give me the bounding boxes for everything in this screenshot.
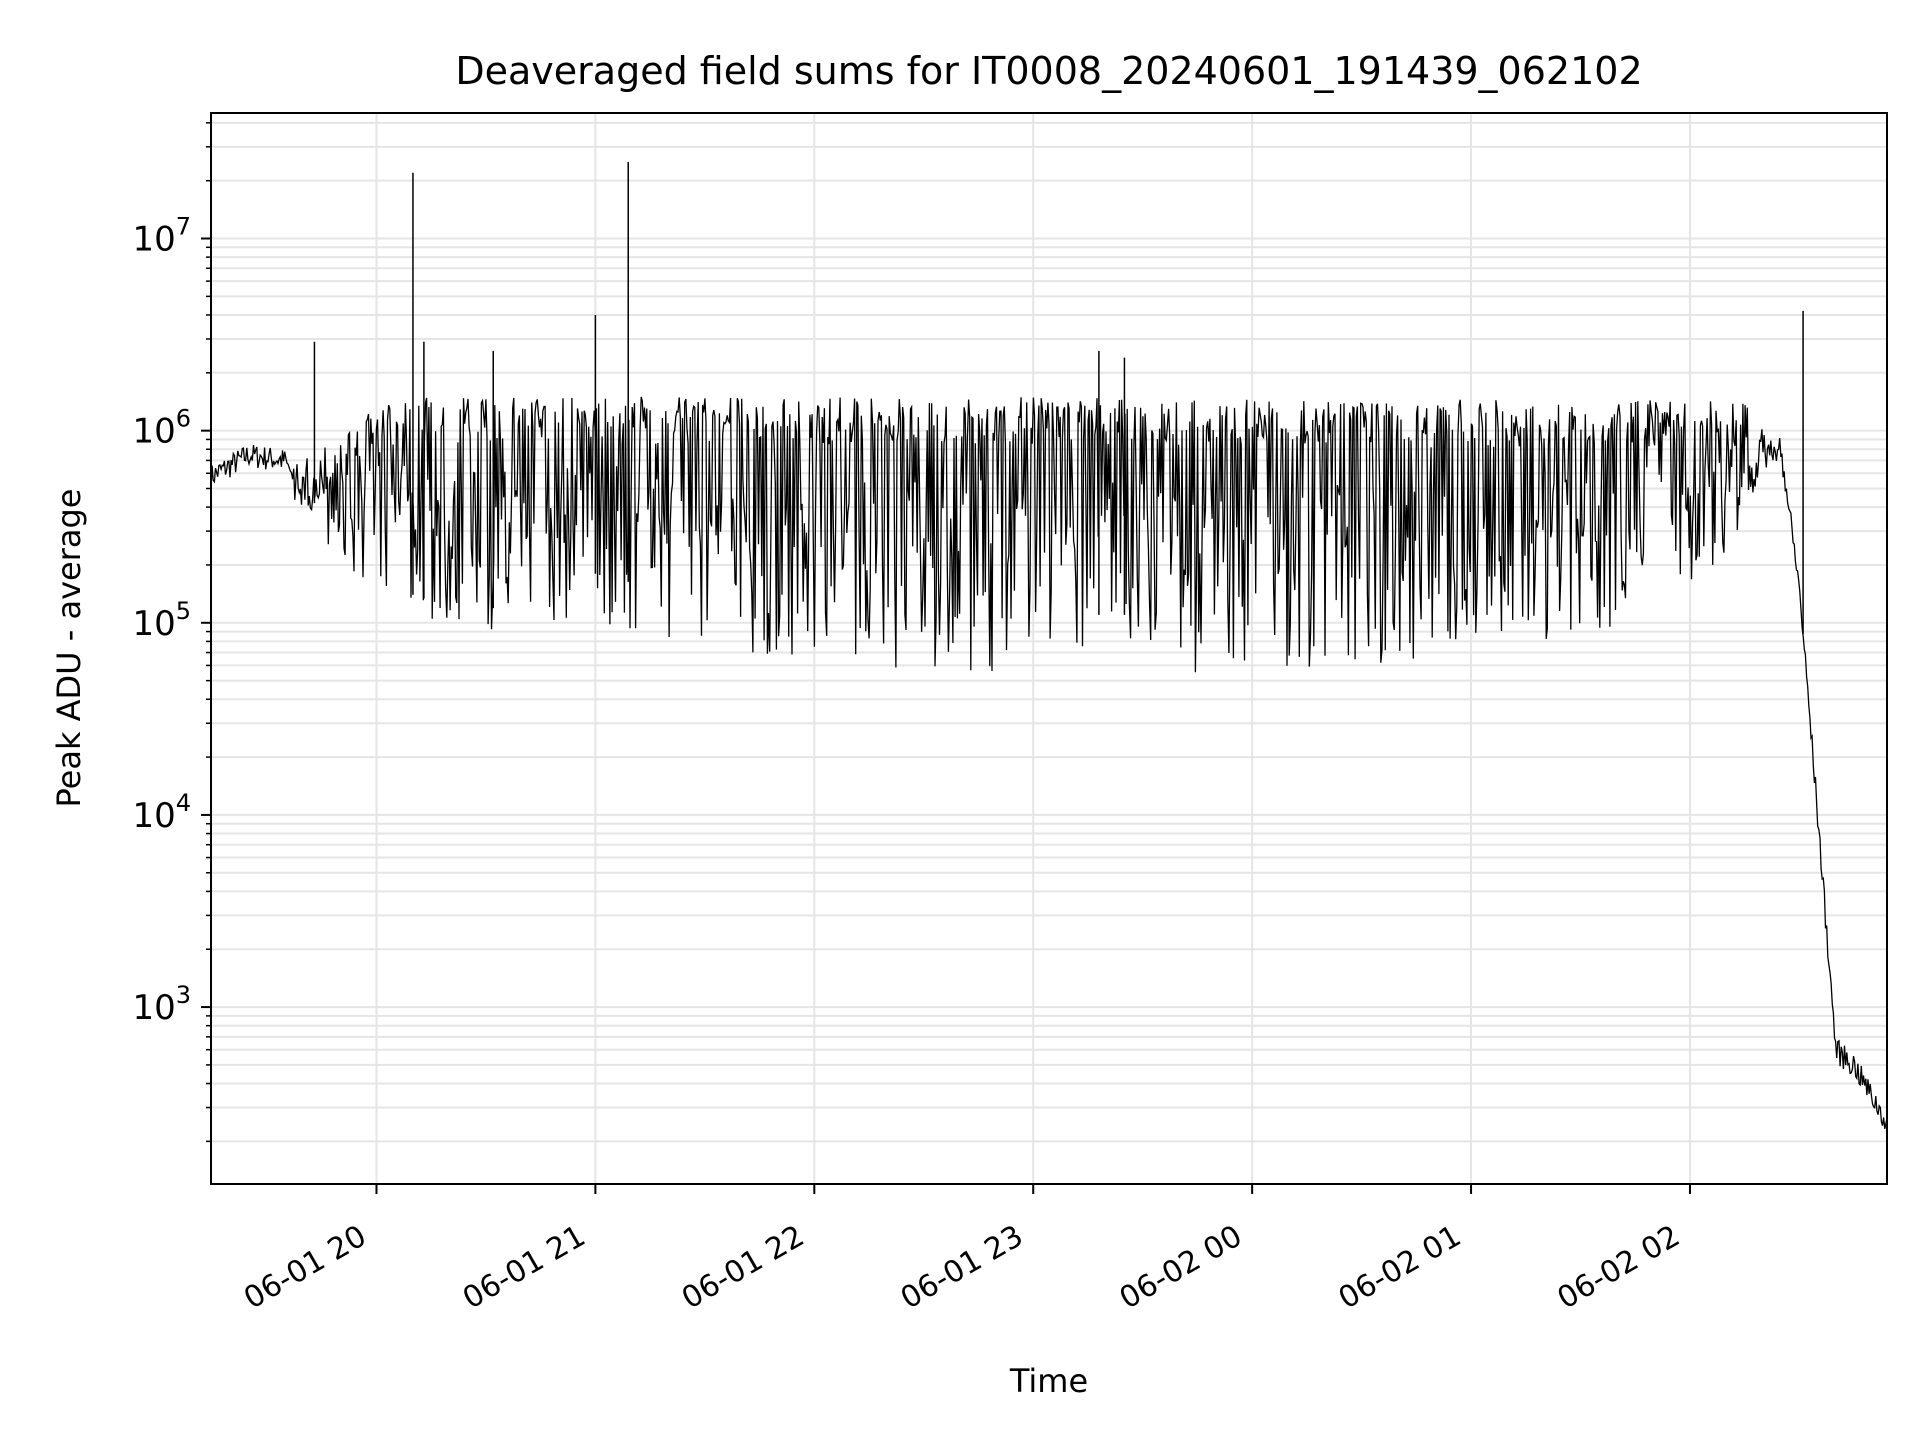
data-series-line	[210, 396, 1888, 1130]
y-tick-label: 106	[132, 405, 191, 452]
y-axis-label: Peak ADU - average	[50, 489, 88, 808]
y-tick-label: 105	[132, 597, 191, 644]
y-tick-label: 103	[132, 981, 191, 1028]
data-layer	[210, 162, 1888, 1130]
x-axis-label: Time	[1009, 1362, 1088, 1400]
y-tick-label: 104	[132, 789, 191, 836]
plot-frame	[210, 112, 1888, 1185]
y-tick-label: 107	[132, 213, 191, 260]
chart-title: Deaveraged field sums for IT0008_2024060…	[455, 49, 1642, 93]
